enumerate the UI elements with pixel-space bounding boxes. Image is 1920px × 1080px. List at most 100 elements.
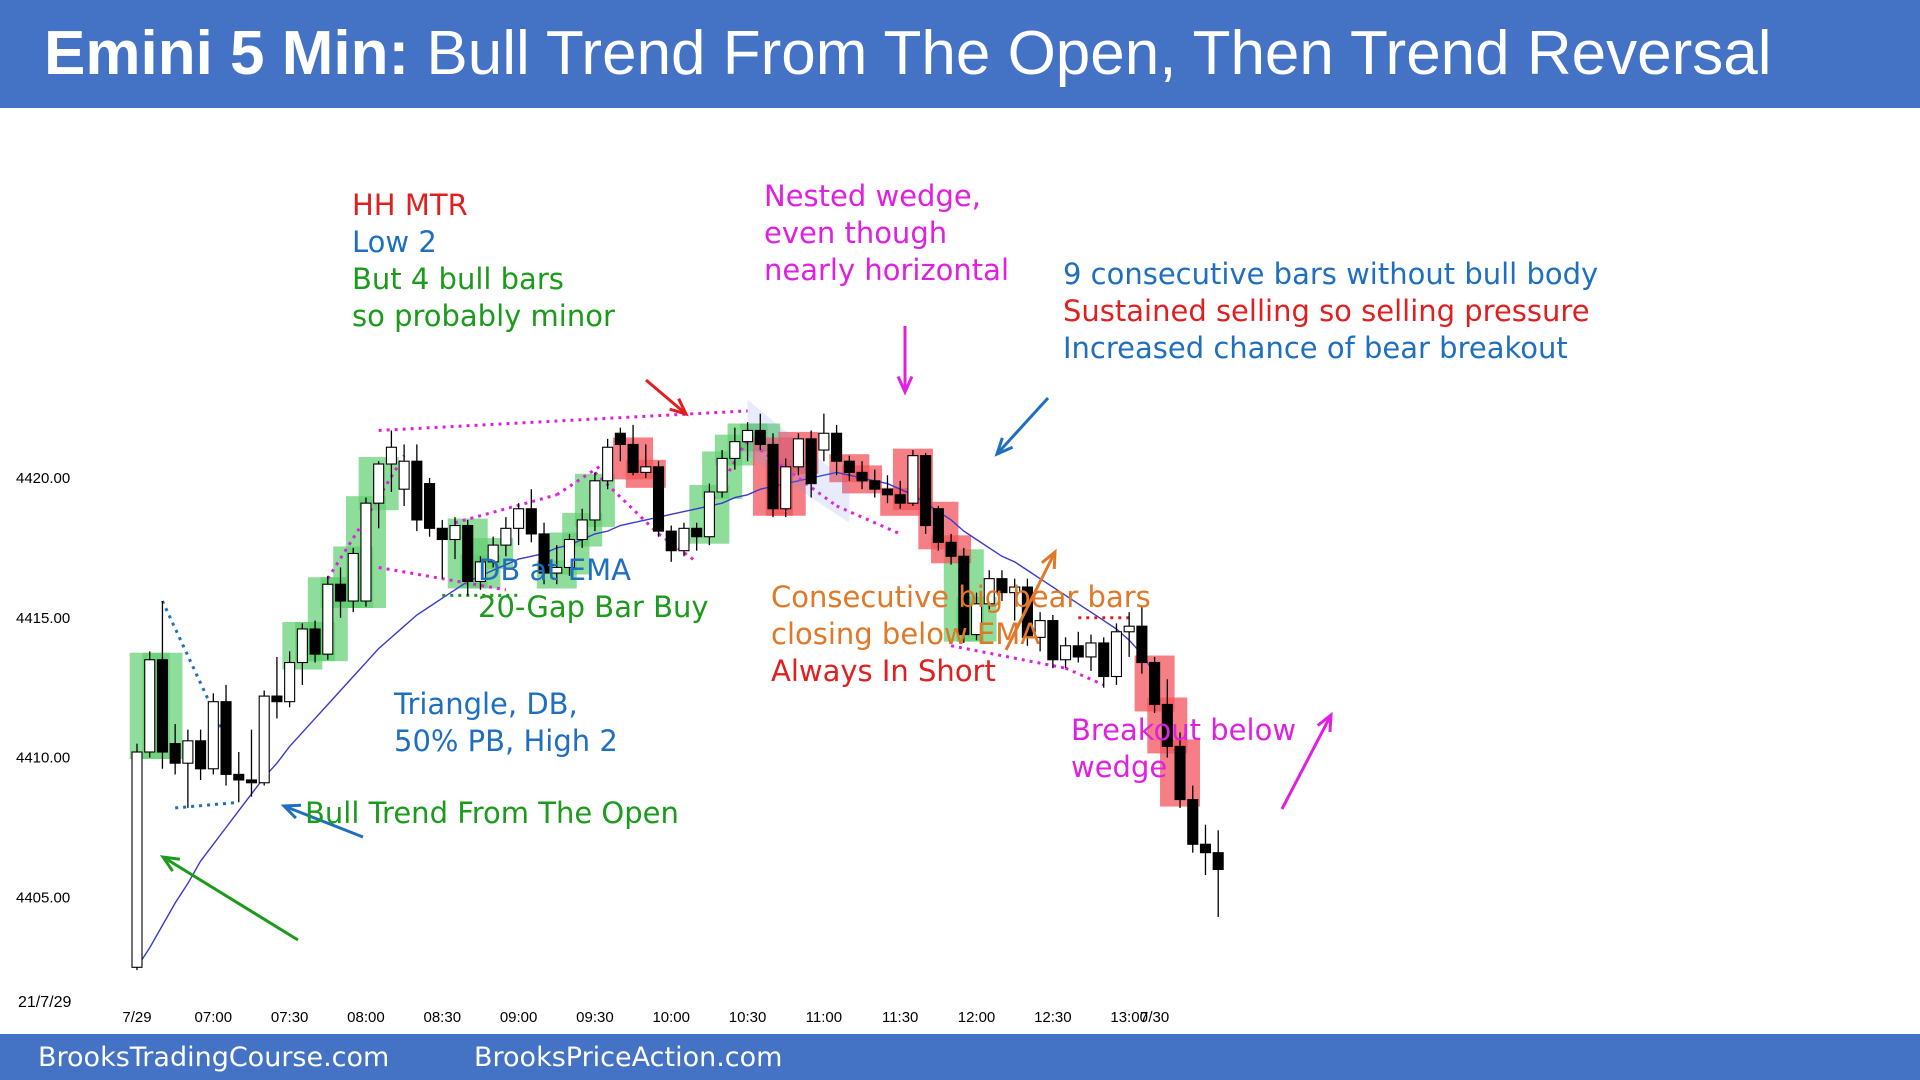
bull-candle	[131, 751, 143, 968]
annotation-line: 9 consecutive bars without bull body	[1063, 257, 1598, 291]
candlestick-chart: 4420.00 4415.00 4410.00 4405.00 7/29 07:00 07:…	[16, 179, 1598, 1026]
bull-candle	[513, 508, 525, 529]
bull-candle	[907, 455, 919, 504]
bull-candle	[576, 519, 588, 541]
y-tick-label: 4410.00	[16, 750, 70, 767]
bull-candle	[500, 527, 512, 546]
bull-candle	[284, 661, 296, 703]
title-bar: Emini 5 Min: Bull Trend From The Open, T…	[0, 0, 1920, 108]
bear-candle	[920, 455, 932, 527]
triangle-lower-line	[175, 800, 239, 810]
annotation-line: Consecutive big bear bars	[771, 580, 1151, 614]
bull-candle	[678, 527, 690, 552]
bear-candle	[462, 524, 474, 583]
bull-candle	[1034, 620, 1046, 638]
annotation-line: 50% PB, High 2	[394, 724, 618, 758]
annotation-line: Triangle, DB,	[393, 687, 578, 721]
bull-candle	[818, 432, 830, 451]
bear-candle	[1187, 798, 1199, 845]
bull-candle	[742, 429, 754, 443]
bull-candle	[144, 659, 156, 753]
bear-candle	[334, 583, 347, 602]
annotation-line: Nested wedge,	[764, 179, 981, 213]
bear-candle	[856, 471, 868, 482]
bull-candle	[449, 524, 461, 541]
annotation-line: even though	[764, 216, 947, 250]
x-tick-label: 7/29	[122, 1009, 151, 1026]
annotation-block: Bull Trend From The Open	[305, 796, 679, 830]
bull-candle	[258, 695, 270, 784]
bear-candle	[1212, 852, 1224, 870]
bear-candle	[652, 466, 665, 532]
bull-candle	[1110, 631, 1122, 678]
bear-candle	[233, 773, 245, 781]
annotation-line: Breakout below	[1071, 713, 1296, 747]
selling-pressure-arrow-head	[994, 437, 1014, 457]
bear-candle	[894, 494, 906, 504]
wedge-lower-line	[950, 644, 1066, 670]
bear-candle	[805, 438, 817, 485]
bear-candle	[767, 443, 779, 510]
title-rest: Bull Trend From The Open, Then Trend Rev…	[426, 19, 1772, 88]
big-bear-bars-arrow	[1004, 551, 1057, 651]
bull-candle	[322, 583, 334, 655]
bear-candle	[156, 659, 168, 753]
wedge-leg-line	[454, 493, 558, 525]
x-tick-label: 07:00	[195, 1009, 233, 1026]
bull-candle	[373, 463, 385, 504]
wedge-lower-line	[1064, 666, 1105, 687]
bull-candle	[640, 466, 652, 473]
bull-candle	[551, 566, 563, 574]
footer-link-right[interactable]: BrooksPriceAction.com	[474, 1042, 783, 1073]
arrow-layer	[159, 326, 1333, 942]
y-tick-label: 4420.00	[16, 470, 70, 487]
bear-candle	[220, 701, 232, 775]
axis-layer: 4420.00 4415.00 4410.00 4405.00 7/29 07:00 07:…	[16, 470, 1169, 1026]
bear-candle	[614, 432, 626, 445]
triangle-upper-line	[161, 600, 228, 739]
title-bold: Emini 5 Min:	[44, 19, 410, 88]
wedge-breakout-arrow-head	[1316, 711, 1333, 733]
annotation-line: wedge	[1071, 750, 1167, 784]
bear-candle	[1136, 625, 1148, 664]
bull-candle	[296, 628, 308, 664]
bear-candle	[691, 527, 703, 538]
bear-candle	[1021, 586, 1033, 638]
bull-candle	[1085, 642, 1097, 658]
bear-candle	[945, 541, 957, 557]
annotation-line: Low 2	[352, 225, 437, 259]
bull-candle	[1123, 625, 1135, 633]
triangle-arrow	[283, 804, 364, 839]
bear-candle	[309, 628, 321, 655]
wedge-upper-trendline	[378, 409, 748, 432]
x-tick-label: 11:30	[882, 1009, 918, 1026]
bull-candle	[983, 578, 995, 605]
x-tick-label: 13:00	[1110, 1009, 1148, 1026]
bull-candle	[970, 603, 983, 636]
selling-pressure-arrow	[995, 396, 1050, 456]
footer-bar: BrooksTradingCourse.com BrooksPriceActio…	[0, 1034, 1920, 1080]
wedge-leg-line	[708, 438, 749, 507]
bear-candle	[411, 460, 423, 521]
date-label: 21/7/29	[18, 994, 71, 1011]
bull-candle	[716, 457, 728, 493]
bear-candle	[1161, 703, 1173, 747]
hh-mtr-arrow-head	[669, 398, 689, 417]
bull-candle	[385, 446, 397, 465]
bear-candle	[881, 488, 894, 496]
footer-link-left[interactable]: BrooksTradingCourse.com	[38, 1042, 390, 1073]
bull-candle	[474, 561, 486, 583]
annotation-block: Triangle, DB,50% PB, High 2	[393, 687, 618, 758]
bull-candle	[589, 480, 601, 521]
bear-candle	[538, 533, 550, 574]
y-tick-label: 4405.00	[16, 889, 70, 906]
bear-candle	[195, 740, 207, 770]
nested-wedge-arrow-head	[896, 375, 914, 396]
annotation-line: 20-Gap Bar Buy	[478, 590, 709, 624]
bear-candle	[665, 530, 677, 552]
annotation-line: Increased chance of bear breakout	[1063, 331, 1568, 365]
